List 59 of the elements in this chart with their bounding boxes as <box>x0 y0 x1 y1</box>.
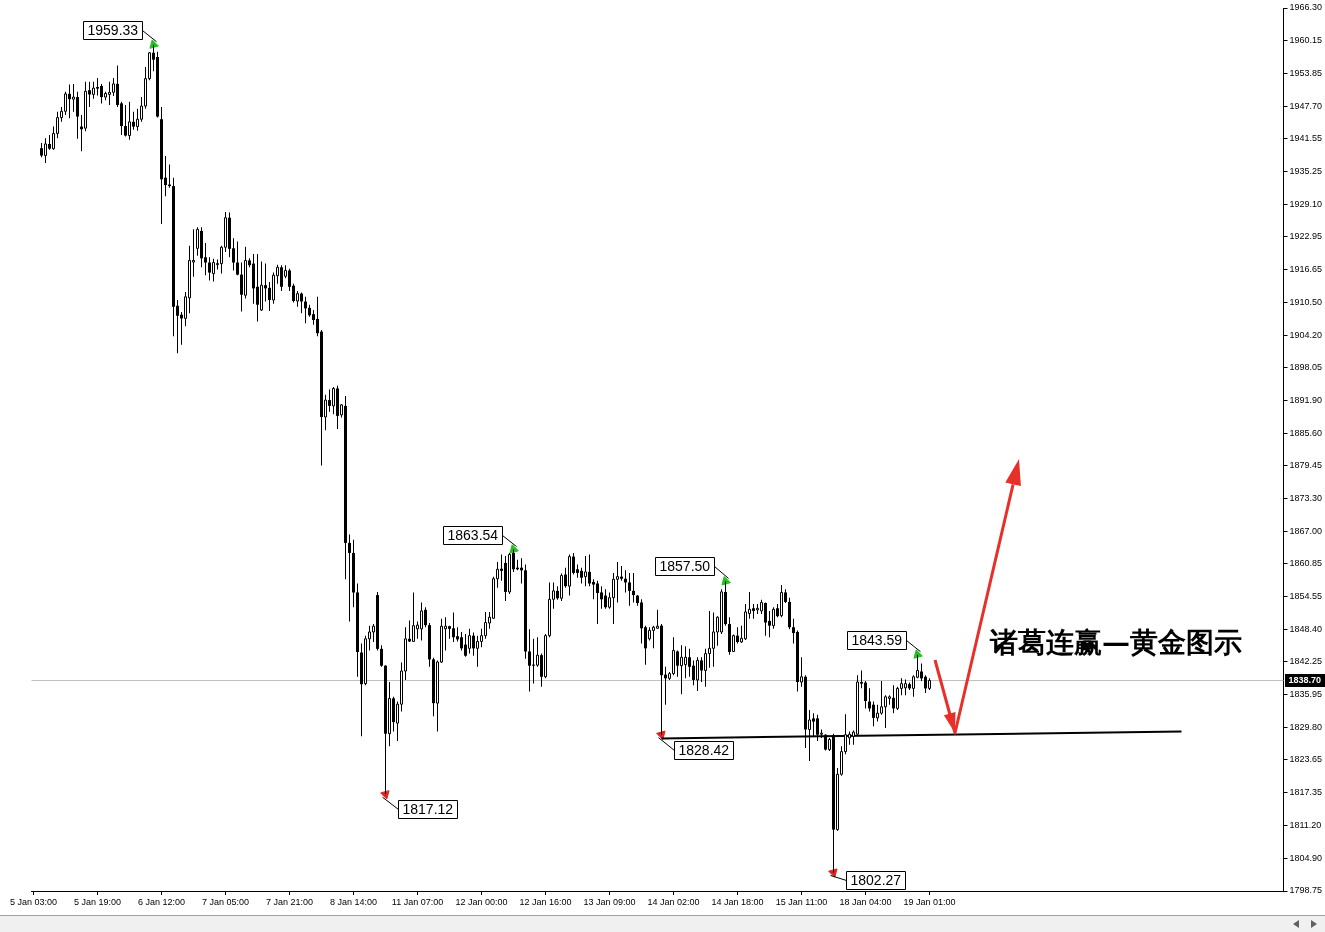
candlestick <box>532 638 535 684</box>
x-tick-label: 18 Jan 04:00 <box>839 896 892 907</box>
y-tick-label: 1947.70 <box>1289 100 1323 111</box>
annotation: 1802.27 <box>850 872 902 889</box>
x-tick-label: 15 Jan 11:00 <box>775 896 828 907</box>
y-tick-label: 1929.10 <box>1289 198 1323 209</box>
x-tick-label: 14 Jan 18:00 <box>711 896 764 907</box>
y-tick-label: 1848.40 <box>1289 623 1323 634</box>
y-tick-label: 1879.45 <box>1289 460 1323 471</box>
y-tick-label: 1867.00 <box>1289 525 1323 536</box>
x-tick-label: 7 Jan 05:00 <box>201 896 250 907</box>
y-tick-label: 1916.65 <box>1289 264 1323 275</box>
y-tick-label: 1898.05 <box>1289 362 1323 373</box>
annotation: 1828.42 <box>678 742 730 759</box>
y-tick-label: 1823.65 <box>1289 754 1323 765</box>
x-tick-label: 19 Jan 01:00 <box>903 896 956 907</box>
point <box>828 868 838 878</box>
annotation: 1857.50 <box>659 558 711 575</box>
x-tick-label: 11 Jan 07:00 <box>391 896 444 907</box>
y-tick-label: 1842.25 <box>1289 656 1323 667</box>
y-tick-label: 1829.80 <box>1289 721 1323 732</box>
x-tick-label: 14 Jan 02:00 <box>647 896 700 907</box>
y-tick-label: 1860.85 <box>1289 558 1323 569</box>
y-tick-label: 1817.35 <box>1289 787 1323 798</box>
y-tick-label: 1885.60 <box>1289 427 1323 438</box>
point <box>380 790 390 800</box>
y-tick-label: 1966.30 <box>1289 2 1323 13</box>
x-tick-label: 5 Jan 03:00 <box>9 896 58 907</box>
y-tick-label: 1854.55 <box>1289 591 1323 602</box>
ref-line-label: 1838.70 <box>1288 674 1322 685</box>
y-tick-label: 1935.25 <box>1289 166 1323 177</box>
y-tick-label: 1798.75 <box>1289 885 1323 896</box>
point <box>721 576 731 586</box>
y-tick-label: 1910.50 <box>1289 296 1323 307</box>
x-tick-label: 8 Jan 14:00 <box>329 896 378 907</box>
x-tick-label: 13 Jan 09:00 <box>583 896 636 907</box>
annotation: 1817.12 <box>402 801 454 818</box>
y-tick-label: 1891.90 <box>1289 394 1323 405</box>
y-tick-label: 1904.20 <box>1289 329 1323 340</box>
point <box>509 544 519 554</box>
x-tick-label: 12 Jan 16:00 <box>519 896 572 907</box>
y-tick-label: 1873.30 <box>1289 492 1323 503</box>
y-tick-label: 1811.20 <box>1289 819 1322 830</box>
x-tick-label: 5 Jan 19:00 <box>73 896 122 907</box>
x-tick-label: 12 Jan 00:00 <box>455 896 508 907</box>
annotation: 1843.59 <box>851 632 903 649</box>
x-tick-label: 6 Jan 12:00 <box>137 896 186 907</box>
y-tick-label: 1941.55 <box>1289 132 1323 143</box>
annotation: 1863.54 <box>447 527 499 544</box>
point <box>913 649 923 659</box>
annotation: 诸葛连赢—黄金图示 <box>989 625 1243 659</box>
y-tick-label: 1953.85 <box>1289 68 1323 79</box>
y-tick-label: 1835.95 <box>1289 689 1323 700</box>
y-tick-label: 1922.95 <box>1289 230 1323 241</box>
point <box>149 39 159 49</box>
y-tick-label: 1804.90 <box>1289 853 1323 864</box>
x-tick-label: 7 Jan 21:00 <box>265 896 314 907</box>
y-tick-label: 1960.15 <box>1289 34 1323 45</box>
annotation: 1959.33 <box>87 22 139 39</box>
